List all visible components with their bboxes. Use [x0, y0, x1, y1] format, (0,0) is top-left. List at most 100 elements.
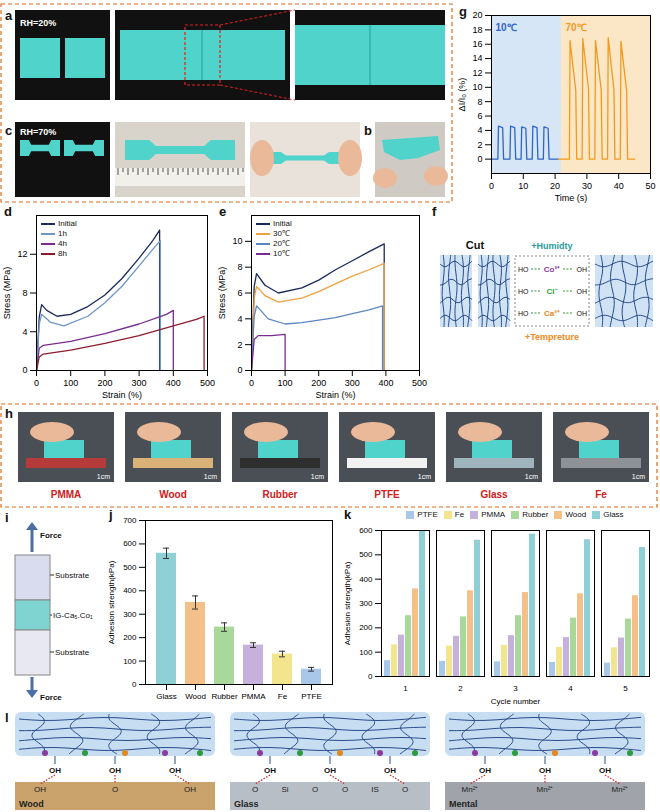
svg-text:PMMA: PMMA: [51, 489, 82, 500]
svg-text:OH: OH: [109, 766, 121, 775]
svg-text:a: a: [5, 8, 13, 23]
svg-text:O: O: [402, 785, 408, 794]
svg-text:Wood: Wood: [159, 489, 187, 500]
svg-text:500: 500: [359, 550, 373, 559]
svg-text:1: 1: [403, 684, 408, 693]
svg-text:Wood: Wood: [19, 799, 44, 809]
svg-text:b: b: [364, 123, 372, 138]
svg-text:400: 400: [166, 378, 181, 388]
svg-text:0: 0: [477, 154, 482, 164]
svg-text:c: c: [5, 123, 12, 138]
svg-text:0: 0: [132, 680, 137, 689]
svg-text:600: 600: [123, 539, 137, 548]
svg-text:4: 4: [477, 125, 482, 135]
svg-text:6: 6: [237, 288, 242, 298]
svg-text:500: 500: [200, 378, 215, 388]
svg-text:200: 200: [311, 378, 326, 388]
svg-text:Mental: Mental: [449, 799, 478, 809]
svg-text:14: 14: [472, 53, 482, 63]
svg-text:Wood: Wood: [185, 692, 206, 701]
svg-text:PMMA: PMMA: [242, 692, 267, 701]
svg-text:Co²⁺: Co²⁺: [544, 265, 560, 274]
svg-text:OH: OH: [599, 766, 611, 775]
svg-text:40: 40: [614, 181, 624, 191]
svg-text:O: O: [342, 785, 348, 794]
svg-text:O: O: [252, 785, 258, 794]
svg-text:1cm: 1cm: [632, 473, 645, 480]
svg-text:10: 10: [232, 236, 242, 246]
svg-text:Stress (MPa): Stress (MPa): [217, 267, 227, 320]
svg-text:O: O: [312, 785, 318, 794]
svg-text:Strain (%): Strain (%): [102, 390, 142, 400]
svg-text:OH: OH: [324, 766, 336, 775]
svg-text:HO: HO: [518, 266, 529, 273]
svg-text:RH=70%: RH=70%: [20, 127, 56, 137]
svg-text:Glass: Glass: [234, 799, 259, 809]
svg-text:Mn²⁺: Mn²⁺: [537, 785, 554, 794]
svg-text:Force: Force: [40, 693, 62, 702]
svg-text:Rubber: Rubber: [263, 489, 298, 500]
svg-text:IS: IS: [371, 785, 379, 794]
svg-text:OH: OH: [539, 766, 551, 775]
svg-text:Fe: Fe: [278, 692, 288, 701]
svg-text:k: k: [344, 507, 352, 522]
svg-text:OH: OH: [577, 310, 588, 317]
svg-text:Cut: Cut: [466, 239, 485, 251]
svg-text:500: 500: [123, 563, 137, 572]
svg-text:100: 100: [63, 378, 78, 388]
svg-text:OH: OH: [34, 785, 46, 794]
svg-text:18: 18: [472, 25, 482, 35]
svg-text:O: O: [112, 785, 118, 794]
svg-text:Strain (%): Strain (%): [315, 390, 355, 400]
svg-text:OH: OH: [577, 266, 588, 273]
svg-text:Si: Si: [281, 785, 288, 794]
svg-text:IG-Ca₅.Co₁: IG-Ca₅.Co₁: [53, 611, 93, 620]
svg-text:2: 2: [237, 340, 242, 350]
svg-text:5: 5: [623, 684, 628, 693]
svg-text:Substrate: Substrate: [55, 571, 90, 580]
svg-text:Glass: Glass: [156, 692, 176, 701]
svg-text:Stress (MPa): Stress (MPa): [2, 267, 12, 320]
svg-text:400: 400: [123, 586, 137, 595]
svg-text:Cycle number: Cycle number: [491, 697, 541, 706]
svg-text:4: 4: [237, 314, 242, 324]
svg-text:8: 8: [22, 288, 27, 298]
svg-text:4: 4: [568, 684, 573, 693]
svg-text:Time (s): Time (s): [555, 193, 588, 203]
svg-text:PTFE: PTFE: [374, 489, 400, 500]
svg-text:8: 8: [237, 262, 242, 272]
svg-text:h: h: [5, 406, 13, 421]
svg-text:ΔI/I₀ (%): ΔI/I₀ (%): [457, 78, 467, 112]
svg-text:Mn²⁺: Mn²⁺: [612, 785, 629, 794]
svg-text:10: 10: [472, 82, 482, 92]
svg-text:Substrate: Substrate: [55, 648, 90, 657]
svg-text:g: g: [459, 4, 467, 19]
svg-text:OH: OH: [169, 766, 181, 775]
svg-text:Adhesion strength(kPa): Adhesion strength(kPa): [343, 561, 352, 645]
svg-text:0: 0: [368, 672, 373, 681]
svg-text:1cm: 1cm: [97, 473, 110, 480]
svg-text:300: 300: [132, 378, 147, 388]
svg-text:4: 4: [22, 327, 27, 337]
svg-text:50: 50: [645, 181, 655, 191]
svg-text:2: 2: [477, 140, 482, 150]
svg-text:6: 6: [477, 111, 482, 121]
svg-text:3: 3: [513, 684, 518, 693]
svg-text:100: 100: [278, 378, 293, 388]
svg-text:8: 8: [477, 97, 482, 107]
svg-text:1cm: 1cm: [525, 473, 538, 480]
svg-text:300: 300: [123, 610, 137, 619]
svg-text:i: i: [5, 510, 9, 525]
svg-text:200: 200: [123, 633, 137, 642]
svg-text:1cm: 1cm: [311, 473, 324, 480]
svg-text:700: 700: [123, 516, 137, 525]
svg-text:0: 0: [237, 365, 242, 375]
svg-text:200: 200: [97, 378, 112, 388]
svg-text:f: f: [432, 204, 437, 219]
svg-text:HO: HO: [518, 310, 529, 317]
svg-text:16: 16: [472, 39, 482, 49]
svg-text:OH: OH: [49, 766, 61, 775]
svg-text:1cm: 1cm: [418, 473, 431, 480]
svg-text:300: 300: [345, 378, 360, 388]
svg-text:Ca²⁺: Ca²⁺: [544, 309, 560, 318]
